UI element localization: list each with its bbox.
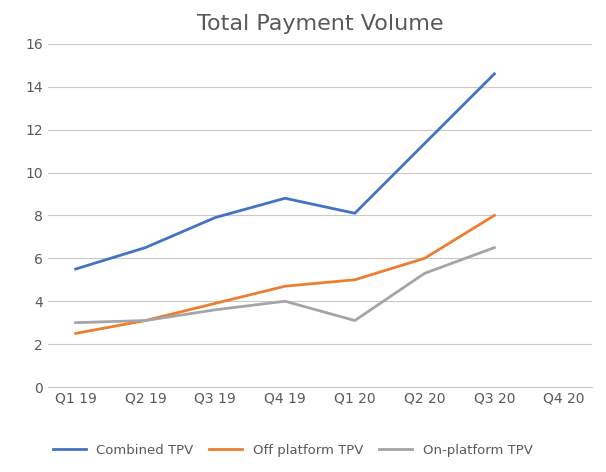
Off platform TPV [142,318,149,323]
Off platform TPV [421,255,428,261]
Combined TPV [491,71,498,76]
Line: On-platform TPV: On-platform TPV [76,248,494,323]
Title: Total Payment Volume: Total Payment Volume [197,14,443,34]
Line: Off platform TPV: Off platform TPV [76,215,494,333]
On-platform TPV [491,245,498,251]
Legend: Combined TPV, Off platform TPV, On-platform TPV: Combined TPV, Off platform TPV, On-platf… [47,438,538,462]
Combined TPV [72,266,79,272]
On-platform TPV [142,318,149,323]
Combined TPV [281,195,288,201]
Line: Combined TPV: Combined TPV [76,74,494,269]
Off platform TPV [211,301,219,306]
Combined TPV [351,211,358,216]
On-platform TPV [421,270,428,276]
On-platform TPV [351,318,358,323]
On-platform TPV [72,320,79,326]
Combined TPV [142,245,149,251]
On-platform TPV [281,298,288,304]
On-platform TPV [211,307,219,312]
Off platform TPV [72,330,79,336]
Combined TPV [211,215,219,220]
Off platform TPV [281,283,288,289]
Off platform TPV [351,277,358,283]
Off platform TPV [491,212,498,218]
